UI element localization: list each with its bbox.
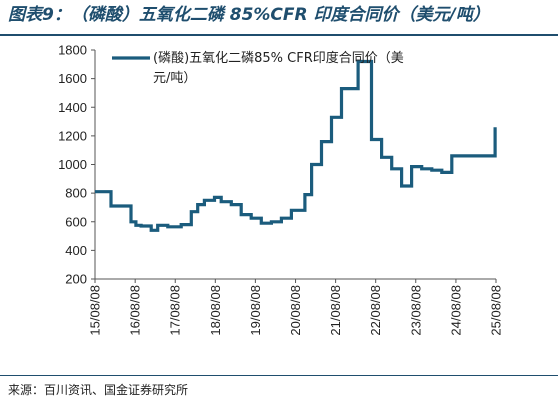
source-label: 来源： <box>8 383 45 397</box>
y-tick-label: 1400 <box>58 100 87 115</box>
y-tick-label: 400 <box>65 243 87 258</box>
series-line <box>95 59 497 232</box>
y-axis-ticks: 200 400 600 800 1000 1200 1400 1600 1800 <box>58 43 95 287</box>
y-tick-label: 1800 <box>58 43 87 58</box>
y-tick-label: 800 <box>65 186 87 201</box>
y-tick-label: 1000 <box>58 157 87 172</box>
y-tick-label: 1200 <box>58 128 87 143</box>
x-tick-label: 25/08/08 <box>489 285 504 336</box>
x-tick-label: 18/08/08 <box>208 285 223 336</box>
x-tick-label: 22/08/08 <box>368 285 383 336</box>
chart-legend: (磷酸)五氧化二磷85% CFR印度合同价（美元/吨） <box>112 50 404 86</box>
x-tick-label: 21/08/08 <box>328 285 343 336</box>
source-text: 百川资讯、国金证券研究所 <box>44 383 189 397</box>
y-tick-label: 1600 <box>58 71 87 86</box>
y-tick-label: 200 <box>65 272 87 287</box>
x-tick-label: 17/08/08 <box>168 285 183 336</box>
x-tick-label: 24/08/08 <box>448 285 463 336</box>
source-note: 来源：百川资讯、国金证券研究所 <box>8 381 188 398</box>
footer-divider <box>0 375 558 376</box>
x-tick-label: 16/08/08 <box>128 285 143 336</box>
legend-label: (磷酸)五氧化二磷85% CFR印度合同价（美元/吨） <box>153 50 404 86</box>
y-tick-label: 600 <box>65 214 87 229</box>
x-tick-label: 20/08/08 <box>288 285 303 336</box>
x-tick-label: 19/08/08 <box>248 285 263 336</box>
figure-title: 图表9：（磷酸）五氧化二磷 85%CFR 印度合同价（美元/吨） <box>8 5 490 25</box>
line-chart: 200 400 600 800 1000 1200 1400 1600 1800 15/08/0… <box>58 43 504 336</box>
x-tick-label: 15/08/08 <box>88 285 103 336</box>
x-tick-label: 23/08/08 <box>408 285 423 336</box>
title-divider <box>0 34 558 36</box>
x-axis-ticks: 15/08/08 16/08/08 17/08/08 18/08/08 19/08/08… <box>88 279 504 336</box>
